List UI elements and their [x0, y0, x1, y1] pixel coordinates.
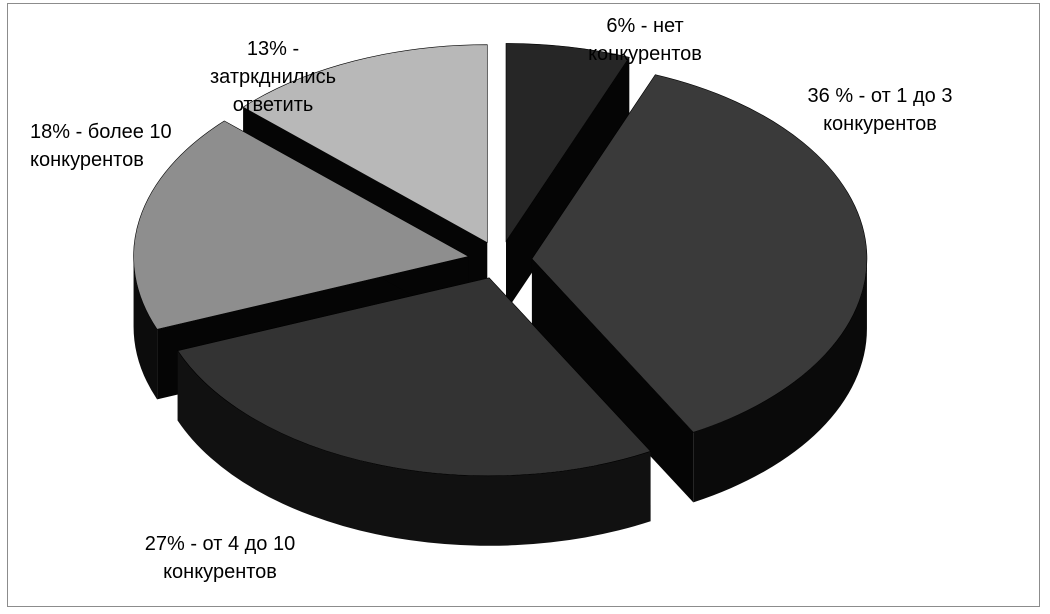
slice-top — [531, 74, 868, 433]
slice-top — [177, 277, 652, 477]
slice-top — [242, 44, 488, 244]
label-hard-to-answer: 13% - затркднились ответить — [209, 38, 337, 116]
label-no-competitors: 6% - нет конкурентов — [588, 15, 702, 65]
slice-wall — [505, 57, 630, 312]
slice-side — [133, 256, 158, 400]
label-4-to-10-competitors: 27% - от 4 до 10 конкурентов — [144, 533, 296, 583]
slice-top — [133, 120, 470, 330]
label-more-than-10-competitors: 18% - более 10 конкурентов — [30, 121, 172, 171]
slice-side — [693, 258, 867, 503]
pie-slice-4-to-10 — [177, 277, 652, 546]
pie-slice-1-to-3 — [531, 74, 868, 503]
label-1-to-3-competitors: 36 % - от 1 до 3 конкурентов — [807, 85, 953, 135]
slice-side — [177, 350, 651, 546]
pie-slice-no-competitors — [505, 43, 630, 312]
slice-top — [505, 43, 630, 243]
slice-wall — [531, 258, 694, 503]
